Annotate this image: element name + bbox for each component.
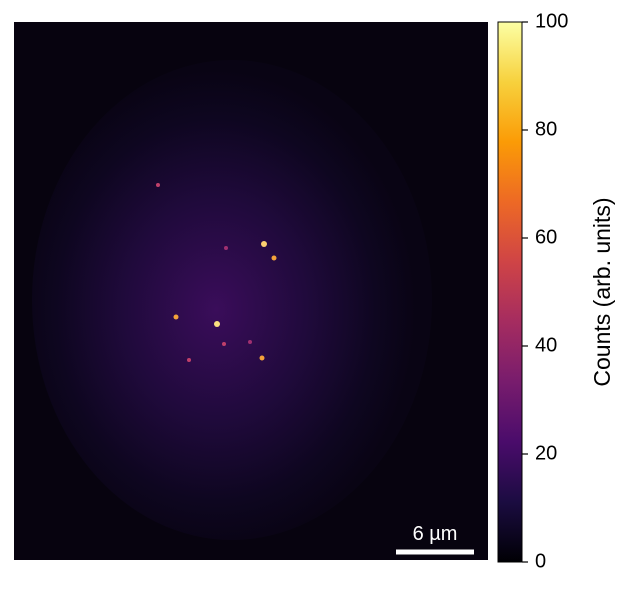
colorbar-tick-label: 0 (535, 550, 546, 572)
cell (32, 60, 432, 540)
bright-spots (156, 183, 277, 362)
colorbar-tick-label: 40 (535, 334, 557, 356)
colorbar-label: Counts (arb. units) (589, 197, 615, 386)
colorbar-tick-label: 100 (535, 10, 568, 32)
colorbar-tick-label: 80 (535, 118, 557, 140)
colorbar-tick-label: 20 (535, 442, 557, 464)
colorbar (497, 21, 523, 563)
colorbar-tick-label: 60 (535, 226, 557, 248)
scale-bar-label: 6 µm (413, 523, 458, 545)
